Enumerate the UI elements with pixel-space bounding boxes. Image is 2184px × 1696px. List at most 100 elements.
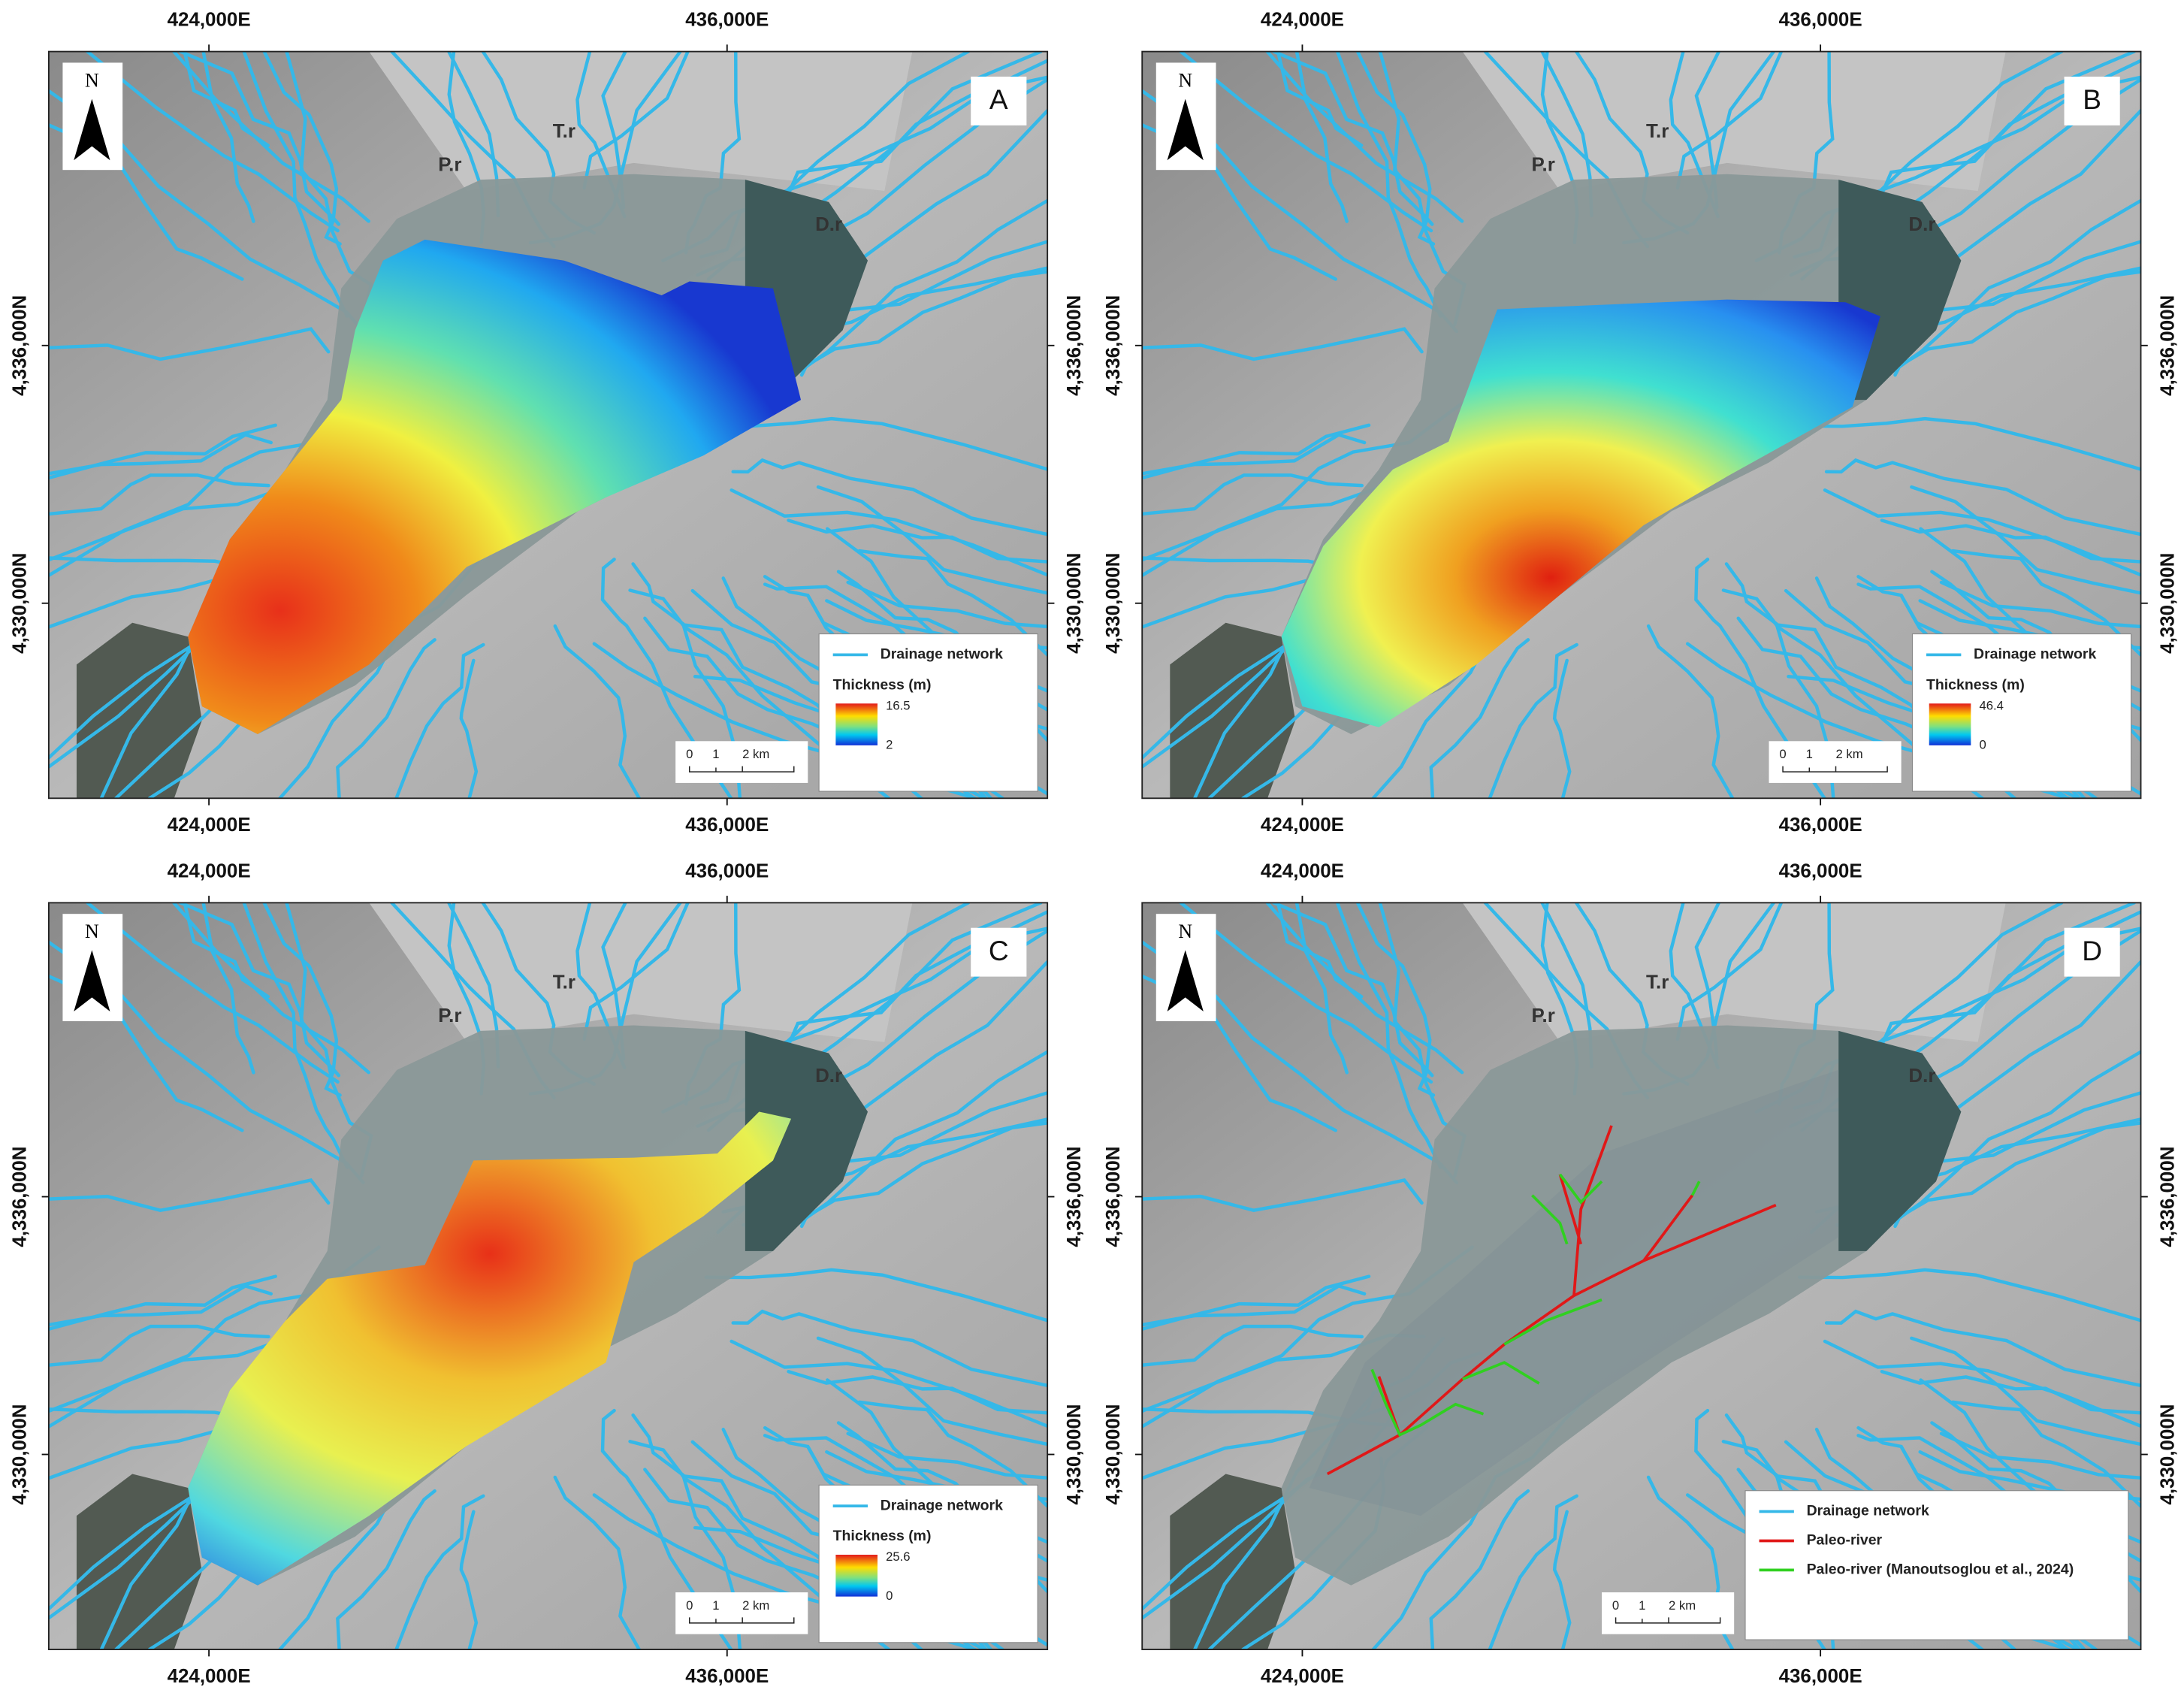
drainage-line xyxy=(1142,1324,1364,1367)
drainage-line xyxy=(1552,658,1572,799)
drainage-line xyxy=(730,1339,1048,1428)
drainage-line xyxy=(48,1178,331,1212)
drainage-line xyxy=(459,1510,479,1650)
drainage-line xyxy=(48,423,277,480)
scale-box xyxy=(675,1592,808,1634)
drainage-line xyxy=(1142,1274,1371,1331)
river-label: T.r xyxy=(553,121,575,142)
drainage-line xyxy=(1335,51,1442,318)
drainage-line xyxy=(787,518,1048,564)
drainage-line xyxy=(1265,51,1464,223)
northing-label: 4,330,000N xyxy=(1064,553,1085,654)
drainage-line xyxy=(730,488,1048,577)
thickness-min: 2 xyxy=(886,737,893,751)
drainage-line xyxy=(1824,458,2141,537)
drainage-line xyxy=(394,642,485,799)
northing-label: 4,330,000N xyxy=(10,553,31,654)
drainage-line xyxy=(816,485,1048,595)
legend-label: Paleo-river xyxy=(1807,1532,1883,1549)
easting-label: 424,000E xyxy=(168,10,251,31)
thickness-max: 25.6 xyxy=(886,1549,910,1564)
paleo-river-manoutsoglou xyxy=(1461,1361,1540,1385)
north-label: N xyxy=(85,921,99,942)
scale-label: 2 km xyxy=(1836,747,1863,761)
paleo-river-manoutsoglou xyxy=(1370,1368,1485,1438)
easting-label: 436,000E xyxy=(1779,860,1862,881)
drainage-line xyxy=(336,638,436,799)
drainage-line xyxy=(1552,1510,1572,1650)
drainage-line xyxy=(1880,518,2141,564)
drainage-line xyxy=(731,458,1048,537)
river-label: P.r xyxy=(1532,1005,1555,1026)
drainage-line xyxy=(242,51,349,318)
easting-label: 436,000E xyxy=(685,815,769,836)
thickness-title: Thickness (m) xyxy=(833,676,932,693)
panel-label-box xyxy=(2064,927,2120,977)
drainage-line xyxy=(731,1309,1048,1388)
drainage-line xyxy=(553,624,642,799)
panel-label-box xyxy=(2064,76,2120,125)
scale-label: 0 xyxy=(686,1598,693,1613)
drainage-line xyxy=(1951,549,2141,657)
river-label: T.r xyxy=(1646,972,1669,993)
easting-label: 424,000E xyxy=(168,1666,251,1687)
paleo-river xyxy=(1558,1174,1583,1245)
northing-label: 4,330,000N xyxy=(1064,1404,1085,1504)
drainage-line xyxy=(1797,1268,2141,1323)
northing-label: 4,330,000N xyxy=(1103,553,1124,654)
lower-lake xyxy=(1170,1474,1296,1650)
drainage-line xyxy=(1939,1431,2141,1480)
scale-label: 2 km xyxy=(742,1598,769,1613)
northing-label: 4,336,000N xyxy=(2157,1146,2178,1247)
north-label: N xyxy=(1178,921,1192,942)
scale-label: 1 xyxy=(712,747,719,761)
panel-label-box xyxy=(971,927,1027,977)
scale-label: 1 xyxy=(712,1598,719,1613)
lower-lake xyxy=(1170,622,1296,799)
map-panel: P.r T.r D.r N C 424,000E 424,000E 436,000E 436,0… xyxy=(10,860,1085,1687)
paleo-river-manoutsoglou xyxy=(1531,1194,1569,1245)
panel-label: D xyxy=(2082,935,2102,966)
color-ramp xyxy=(835,703,878,745)
northing-label: 4,336,000N xyxy=(10,1146,31,1247)
northing-label: 4,330,000N xyxy=(2157,1404,2178,1504)
map-panel: P.r T.r D.r N A 424,000E 424,000E 436,000E 436,0… xyxy=(10,10,1085,836)
northing-label: 4,330,000N xyxy=(2157,553,2178,654)
easting-label: 424,000E xyxy=(1261,1666,1344,1687)
scale-bar xyxy=(688,766,795,772)
drainage-line xyxy=(857,549,1048,657)
north-arrow xyxy=(74,950,110,1011)
easting-label: 436,000E xyxy=(685,1666,769,1687)
easting-label: 436,000E xyxy=(685,860,769,881)
scale-bar xyxy=(1615,1617,1721,1624)
scale-label: 1 xyxy=(1806,747,1813,761)
lake-east xyxy=(1838,1030,1962,1251)
drainage-line xyxy=(86,902,340,1084)
easting-label: 424,000E xyxy=(168,860,251,881)
map-frame xyxy=(47,902,1049,1651)
drainage-line xyxy=(1488,1494,1578,1650)
scale-box xyxy=(1602,1592,1735,1634)
drainage-line xyxy=(1880,1369,2141,1415)
drainage-line xyxy=(1675,902,1784,1041)
northing-label: 4,336,000N xyxy=(1064,295,1085,396)
drainage-line xyxy=(600,1408,733,1650)
drainage-line xyxy=(1823,488,2141,577)
legend-label: Drainage network xyxy=(1974,645,2096,662)
legend-box xyxy=(1744,1490,2129,1640)
drainage-line xyxy=(1797,416,2141,471)
river-label: P.r xyxy=(438,1005,461,1026)
drainage-line xyxy=(857,1400,1048,1508)
easting-label: 436,000E xyxy=(1779,815,1862,836)
river-label: P.r xyxy=(1532,154,1555,175)
drainage-line xyxy=(48,940,365,1185)
drainage-line xyxy=(1142,473,1364,516)
northing-label: 4,330,000N xyxy=(1103,1404,1124,1504)
drainage-line xyxy=(816,1336,1048,1447)
drainage-line xyxy=(1142,423,1371,480)
scale-label: 2 km xyxy=(1669,1598,1696,1613)
thickness-max: 16.5 xyxy=(886,698,910,712)
legend-label: Drainage network xyxy=(1807,1503,1929,1519)
paleo-river-manoutsoglou xyxy=(1503,1298,1603,1346)
